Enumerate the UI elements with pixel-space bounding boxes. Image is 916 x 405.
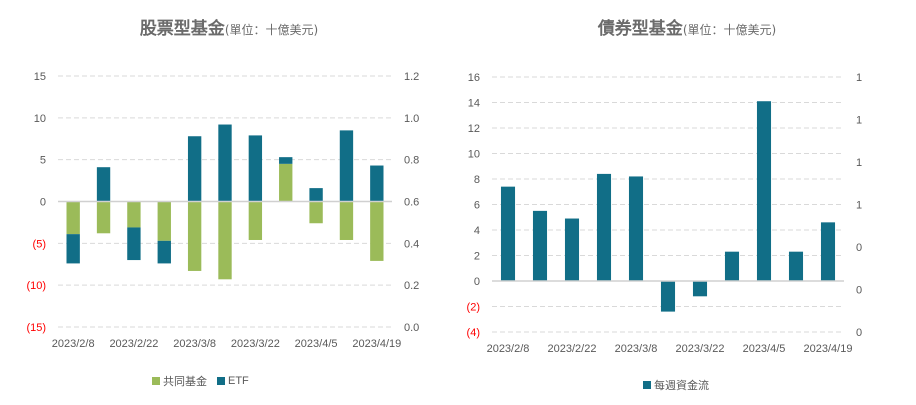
chart-legend: 每週資金流: [643, 377, 719, 393]
bar-series-2: [370, 165, 384, 202]
y2-tick-label: 1.2: [404, 71, 419, 83]
bar-series-1: [756, 101, 772, 281]
bar-series-2: [218, 124, 232, 202]
y2-tick-label: 1: [856, 72, 862, 84]
y2-tick-label: 0: [856, 285, 862, 297]
y2-tick-label: 1: [856, 115, 862, 127]
y-tick-label: 0: [40, 197, 46, 209]
chart-title: 股票型基金(單位：十億美元): [0, 14, 458, 39]
legend-swatch-weekly-flow: [643, 381, 651, 389]
bar-series-1: [66, 201, 80, 235]
bar-series-1: [370, 201, 384, 261]
bar-series-1: [788, 251, 804, 281]
y-tick-label: 15: [34, 71, 46, 83]
bar-series-1: [564, 218, 580, 281]
bar-series-2: [279, 157, 293, 164]
legend-item-weekly-flow: 每週資金流: [643, 377, 709, 393]
bar-series-2: [309, 188, 323, 202]
y-tick-label: (4): [467, 327, 480, 339]
bar-series-1: [628, 176, 644, 281]
chart-title: 債券型基金(單位：十億美元): [458, 14, 916, 39]
bar-series-1: [127, 201, 141, 228]
x-tick-label: 2023/2/8: [52, 338, 95, 350]
bar-series-2: [157, 240, 171, 264]
y-tick-label: 12: [468, 123, 480, 135]
bar-series-1: [596, 173, 612, 281]
bar-series-1: [724, 251, 740, 281]
bar-series-1: [820, 222, 836, 281]
y2-tick-label: 0.8: [404, 155, 419, 167]
y-tick-label: (2): [467, 302, 480, 314]
bar-series-1: [339, 201, 354, 240]
y-tick-label: (5): [33, 238, 46, 250]
x-tick-label: 2023/2/8: [487, 343, 530, 355]
bar-series-2: [248, 135, 263, 202]
legend-label: 共同基金: [163, 376, 207, 388]
bond-fund-chart: 債券型基金(單位：十億美元) 16 14 12 10 8 6 4 2 0 (2) (4) 1 1 1 1 0 0…: [458, 0, 916, 405]
legend-item-mutual-fund: 共同基金: [152, 373, 207, 389]
bar-series-1: [279, 163, 293, 202]
y-tick-label: 10: [468, 149, 480, 161]
bar-series-1: [692, 281, 708, 297]
y2-tick-label: 0: [856, 242, 862, 254]
y2-tick-label: 0.4: [404, 238, 419, 250]
y-tick-label: (10): [26, 280, 46, 292]
y2-tick-label: 1.0: [404, 113, 419, 125]
y2-tick-label: 1: [856, 157, 862, 169]
bar-series-2: [339, 130, 354, 202]
bar-series-2: [66, 234, 80, 264]
bar-series-1: [309, 201, 323, 224]
legend-item-etf: ETF: [217, 375, 249, 387]
bar-series-2: [127, 227, 141, 261]
y-tick-label: 14: [468, 98, 480, 110]
y-tick-label: (15): [26, 322, 46, 334]
x-tick-label: 2023/3/8: [615, 343, 658, 355]
y2-tick-label: 0.2: [404, 280, 419, 292]
x-tick-label: 2023/2/22: [548, 343, 597, 355]
y2-tick-label: 0: [856, 327, 862, 339]
x-tick-label: 2023/4/19: [352, 338, 401, 350]
legend-label: ETF: [228, 375, 249, 387]
y2-tick-label: 0.0: [404, 322, 419, 334]
chart-title-unit: (單位：十億美元): [224, 23, 319, 37]
equity-fund-chart: 股票型基金(單位：十億美元) 15 10 5 0 (5) (10) (15) 1.2 1.0 0.…: [0, 14, 458, 389]
chart-legend: 共同基金 ETF: [152, 373, 259, 389]
bar-series-1: [500, 186, 516, 281]
x-tick-label: 2023/4/5: [743, 343, 786, 355]
y2-tick-label: 1: [856, 200, 862, 212]
y2-tick-label: 0.6: [404, 197, 419, 209]
bar-series-1: [218, 201, 232, 280]
chart-title-unit: (單位：十億美元): [682, 23, 777, 37]
bar-series-1: [157, 201, 171, 241]
y-tick-label: 5: [40, 155, 46, 167]
y-tick-label: 6: [474, 200, 480, 212]
legend-label: 每週資金流: [654, 380, 709, 392]
x-tick-label: 2023/3/8: [173, 338, 216, 350]
bar-series-1: [660, 281, 676, 312]
x-tick-label: 2023/3/22: [231, 338, 280, 350]
x-tick-label: 2023/2/22: [109, 338, 158, 350]
x-tick-label: 2023/3/22: [676, 343, 725, 355]
legend-swatch-etf: [217, 377, 225, 385]
chart-title-main: 股票型基金: [139, 19, 225, 39]
bar-series-1: [187, 201, 202, 271]
legend-swatch-mutual-fund: [152, 377, 160, 385]
bar-series-1: [96, 201, 111, 234]
y-tick-label: 2: [474, 251, 480, 263]
bar-series-1: [532, 210, 548, 281]
y-tick-label: 8: [474, 174, 480, 186]
bar-series-2: [96, 167, 111, 202]
y-tick-label: 4: [474, 225, 480, 237]
x-tick-label: 2023/4/19: [804, 343, 853, 355]
equity-chart-plot: 151050(5)(10)(15)1.21.00.80.60.40.20.020…: [26, 71, 419, 350]
chart-title-main: 債券型基金: [597, 19, 683, 39]
y-tick-label: 16: [468, 72, 480, 84]
bar-series-2: [187, 136, 202, 202]
y-tick-label: 0: [474, 276, 480, 288]
bar-series-1: [248, 201, 263, 240]
x-tick-label: 2023/4/5: [295, 338, 338, 350]
y-tick-label: 10: [34, 113, 46, 125]
